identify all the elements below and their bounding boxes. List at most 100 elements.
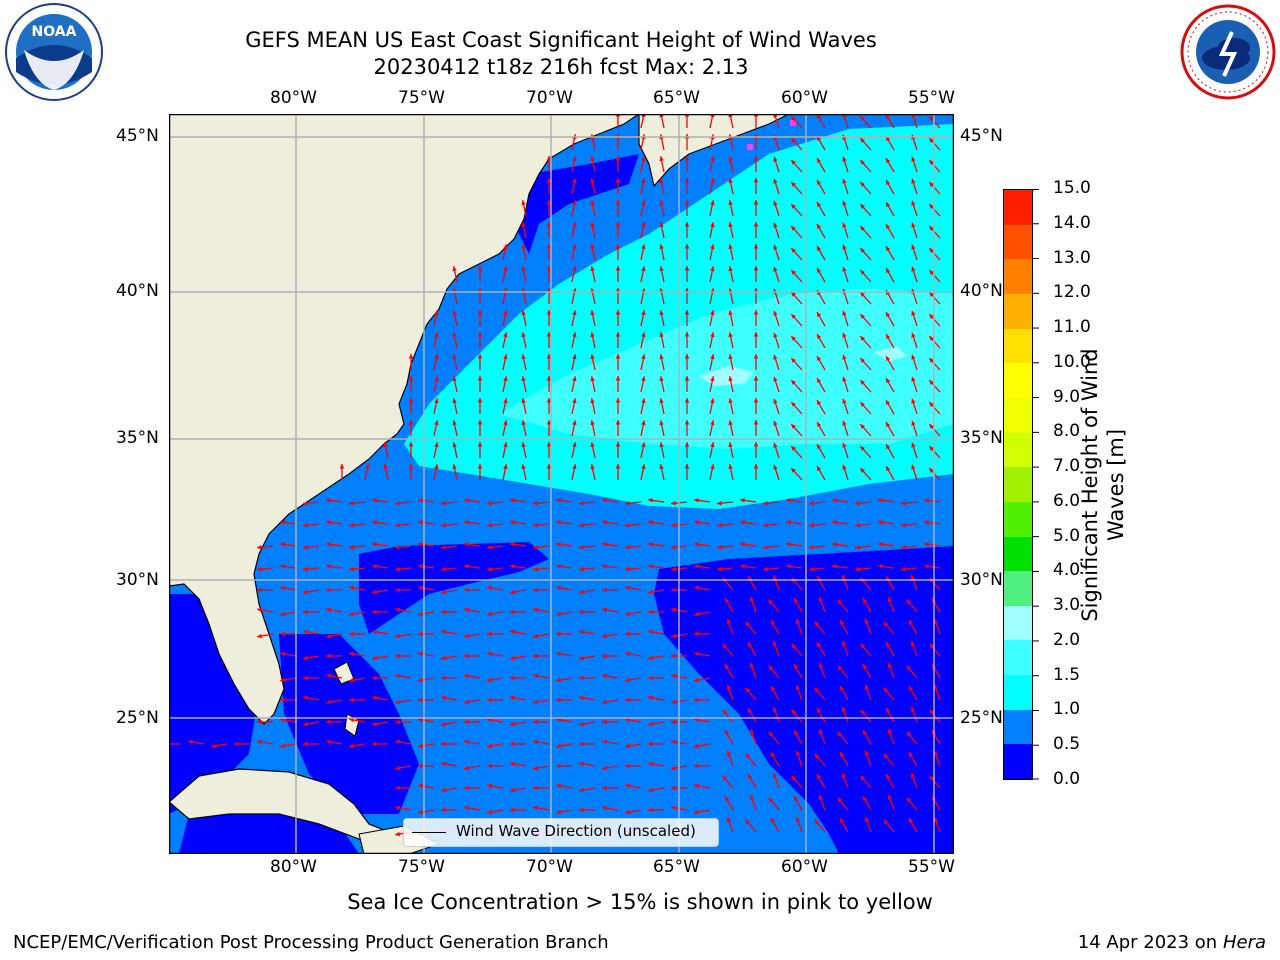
wave-arrow-head	[533, 607, 538, 613]
wave-arrow-head	[924, 564, 929, 569]
wave-arrow-head	[487, 500, 492, 506]
sea-ice-marker	[747, 144, 753, 150]
wave-arrow-head	[625, 500, 630, 506]
wave-arrow-head	[763, 522, 768, 528]
wave-arrow-head	[929, 643, 935, 649]
wave-arrow-head	[452, 354, 457, 360]
wave-arrow-head	[671, 739, 676, 745]
wave-arrow-head	[883, 753, 889, 759]
wave-arrow-head	[434, 420, 439, 426]
wave-arrow-head	[684, 354, 690, 359]
wave-arrow-head	[659, 310, 664, 316]
wave-arrow-head	[795, 685, 801, 690]
wave-arrow-head	[579, 675, 584, 681]
nws-logo	[1178, 2, 1278, 102]
wave-arrow-head	[572, 310, 577, 316]
wave-arrow-head	[372, 629, 377, 635]
wave-arrow-head	[753, 310, 759, 315]
wave-arrow-head	[452, 310, 457, 316]
wave-arrow-head	[906, 797, 912, 803]
wave-arrow-head	[740, 542, 745, 547]
wave-arrow-head	[860, 160, 865, 165]
wave-arrow-head	[533, 739, 538, 745]
wave-arrow-head	[521, 376, 526, 382]
wave-arrow-head	[615, 464, 621, 469]
wave-arrow-head	[487, 697, 492, 703]
wave-arrow-head	[817, 114, 822, 120]
wave-arrow-head	[791, 116, 796, 121]
wave-arrow-head	[546, 222, 552, 227]
wave-arrow-head	[840, 686, 845, 692]
wave-arrow-head	[818, 663, 824, 668]
wave-arrow-head	[809, 566, 814, 572]
wave-arrow-head	[546, 156, 552, 161]
wave-arrow-head	[710, 376, 715, 382]
wave-arrow-head	[441, 807, 446, 813]
wave-arrow-head	[717, 544, 722, 550]
wave-arrow-head	[791, 709, 797, 715]
wave-arrow-head	[372, 520, 377, 525]
wave-arrow-head	[842, 266, 847, 272]
wave-arrow-head	[556, 697, 561, 703]
wave-arrow-head	[911, 332, 916, 338]
wave-arrow-head	[303, 675, 308, 681]
wave-arrow-head	[590, 178, 595, 184]
wave-arrow-head	[280, 631, 285, 637]
wave-arrow-head	[740, 498, 745, 503]
wave-arrow-head	[728, 420, 733, 426]
wave-arrow-head	[929, 116, 934, 121]
wave-arrow-head	[791, 643, 797, 649]
wave-arrow-head	[832, 542, 837, 547]
wave-arrow-head	[841, 641, 847, 646]
wave-arrow-head	[487, 611, 492, 617]
wave-arrow-head	[773, 442, 778, 448]
wave-arrow-head	[641, 266, 646, 272]
footer-date: 14 Apr 2023 on Hera	[1078, 932, 1266, 953]
wave-arrow-head	[602, 805, 607, 811]
wave-arrow-head	[886, 312, 891, 318]
wave-arrow-head	[929, 402, 934, 407]
wave-arrow-head	[510, 807, 515, 813]
wave-arrow-head	[817, 158, 822, 164]
colorbar-tick-label: 5.0	[1053, 525, 1081, 546]
wave-arrow-head	[740, 520, 745, 525]
wave-arrow-head	[864, 817, 870, 822]
wave-arrow-head	[773, 178, 778, 184]
wave-arrow-head	[556, 763, 561, 769]
wave-arrow-head	[855, 566, 860, 572]
wave-arrow-head	[710, 310, 715, 316]
wave-arrow-head	[929, 775, 935, 781]
wave-arrow-head	[372, 589, 377, 595]
wave-arrow-head	[477, 464, 483, 469]
wave-arrow-head	[546, 266, 552, 271]
wave-arrow-head	[615, 222, 621, 227]
wave-arrow-head	[929, 248, 934, 253]
wave-arrow-head	[886, 422, 891, 428]
wave-arrow-head	[641, 200, 646, 206]
colorbar-segment	[1004, 536, 1032, 572]
wave-arrow-head	[886, 246, 891, 252]
lon-tick-top: 60°W	[781, 88, 828, 108]
wave-arrow-head	[772, 641, 778, 646]
wave-arrow-head	[503, 354, 508, 360]
wave-arrow-head	[659, 332, 664, 338]
wave-arrow-head	[818, 729, 824, 734]
wave-arrow-head	[749, 795, 755, 800]
wave-arrow-head	[349, 717, 354, 723]
map-frame	[168, 113, 955, 855]
wave-arrow-head	[887, 729, 893, 734]
wave-arrow-head	[615, 244, 621, 249]
wave-arrow-head	[886, 180, 891, 186]
wave-arrow-head	[901, 522, 906, 528]
wave-arrow-head	[372, 609, 377, 615]
wave-arrow-head	[864, 619, 870, 624]
wave-arrow-head	[814, 753, 820, 759]
colorbar-segment	[1004, 190, 1032, 225]
wave-arrow-head	[694, 651, 699, 657]
wave-arrow-head	[910, 707, 916, 712]
wave-arrow-head	[910, 641, 916, 646]
wave-arrow-head	[418, 677, 423, 683]
wave-arrow-head	[418, 697, 423, 703]
wave-arrow-head	[615, 178, 621, 183]
colorbar-tick-label: 6.0	[1053, 490, 1081, 511]
